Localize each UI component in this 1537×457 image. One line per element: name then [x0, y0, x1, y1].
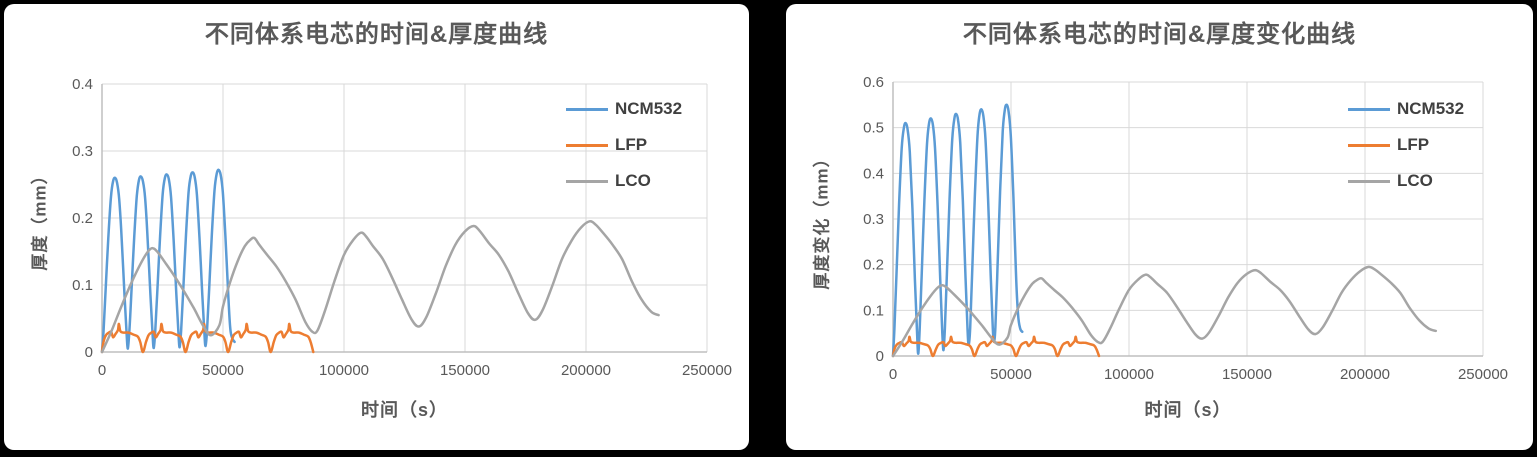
- x-tick-label: 250000: [1458, 366, 1508, 383]
- series-lfp-line: [891, 335, 1101, 358]
- legend-label: LCO: [615, 171, 651, 190]
- x-tick-label: 200000: [1340, 366, 1390, 383]
- right-chart-title: 不同体系电芯的时间&厚度变化曲线: [962, 21, 1357, 48]
- legend-swatch-ncm532: [1348, 107, 1390, 111]
- x-tick-label: 100000: [319, 362, 369, 379]
- legend-swatch-lfp: [566, 143, 608, 147]
- y-tick-label: 0.4: [72, 76, 93, 93]
- left-plot-area: 0 0.1 0.2 0.3 0.4 0 50000 100000 150000 200000 250…: [72, 76, 732, 379]
- x-tick-label: 0: [889, 366, 897, 383]
- legend-label: LCO: [1397, 171, 1433, 190]
- x-tick-label: 50000: [202, 362, 244, 379]
- legend-item-ncm532: NCM532: [1348, 91, 1464, 127]
- legend-swatch-lco: [566, 179, 608, 183]
- legend-swatch-lco: [1348, 179, 1390, 183]
- x-tick-label: 150000: [1222, 366, 1272, 383]
- left-x-axis-title: 时间（s）: [360, 400, 448, 420]
- legend-item-lco: LCO: [1348, 163, 1464, 199]
- x-tick-label: 0: [98, 362, 106, 379]
- y-tick-label: 0.4: [863, 165, 884, 182]
- legend-swatch-ncm532: [566, 107, 608, 111]
- legend-label: LFP: [615, 135, 648, 154]
- y-tick-label: 0: [85, 344, 93, 361]
- y-tick-label: 0.6: [863, 74, 884, 91]
- y-tick-label: 0.3: [72, 143, 93, 160]
- x-tick-label: 250000: [682, 362, 732, 379]
- y-tick-label: 0.2: [863, 257, 884, 274]
- left-legend: NCM532 LFP LCO: [566, 91, 682, 199]
- legend-item-lco: LCO: [566, 163, 682, 199]
- y-tick-label: 0.3: [863, 211, 884, 228]
- legend-label: NCM532: [615, 99, 683, 118]
- y-tick-label: 0.5: [863, 120, 884, 137]
- legend-item-lfp: LFP: [1348, 127, 1464, 163]
- series-lco-line: [100, 220, 660, 354]
- x-tick-label: 200000: [561, 362, 611, 379]
- y-tick-label: 0.2: [72, 210, 93, 227]
- series-lco-line: [891, 265, 1438, 358]
- right-plot-area: 0 0.1 0.2 0.3 0.4 0.5 0.6 0 50000 100000 150000 200…: [863, 74, 1508, 383]
- x-tick-label: 100000: [1104, 366, 1154, 383]
- legend-item-lfp: LFP: [566, 127, 682, 163]
- y-tick-label: 0.1: [72, 277, 93, 294]
- series-ncm532-line: [100, 168, 236, 354]
- right-x-axis-title: 时间（s）: [1144, 400, 1232, 420]
- x-tick-label: 50000: [990, 366, 1032, 383]
- left-chart-card: 不同体系电芯的时间&厚度曲线 厚度（mm） 0 0.1 0.2 0.3 0.4 0 5000…: [4, 4, 749, 450]
- legend-label: LFP: [1397, 135, 1430, 154]
- y-tick-label: 0: [876, 348, 884, 365]
- right-chart-card: 不同体系电芯的时间&厚度变化曲线 厚度变化（mm） 0 0.1 0.2 0.3 0.4 0…: [786, 4, 1533, 450]
- x-tick-label: 150000: [440, 362, 490, 379]
- legend-label: NCM532: [1397, 99, 1465, 118]
- legend-item-ncm532: NCM532: [566, 91, 682, 127]
- right-legend: NCM532 LFP LCO: [1348, 91, 1464, 199]
- series-ncm532-line: [891, 103, 1024, 358]
- left-chart-title: 不同体系电芯的时间&厚度曲线: [204, 21, 549, 48]
- y-tick-label: 0.1: [863, 302, 884, 319]
- legend-swatch-lfp: [1348, 143, 1390, 147]
